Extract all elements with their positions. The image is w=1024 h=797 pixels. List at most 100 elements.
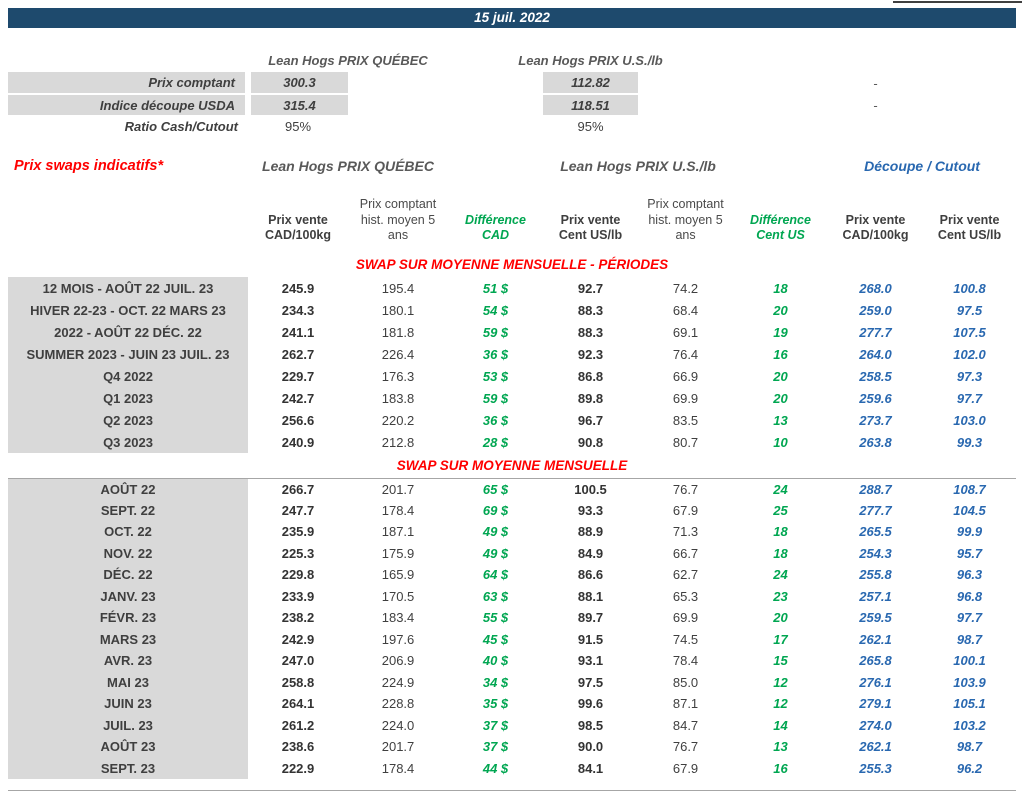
swap-row: JUIN 23 264.1 228.8 35 $ 99.6 87.1 12 279.1 105.… bbox=[8, 693, 1016, 715]
cell-us-hist: 65.3 bbox=[672, 588, 699, 604]
cell-cad: 242.9 bbox=[281, 631, 315, 647]
cell-diff-us: 18 bbox=[773, 524, 788, 540]
cell-label: 12 MOIS - AOÛT 22 JUIL. 23 bbox=[8, 277, 248, 299]
cell-us: 90.0 bbox=[577, 739, 604, 755]
cell-diff-us: 20 bbox=[773, 610, 788, 626]
swap-row: AOÛT 22 266.7 201.7 65 $100.5 76.7 24 288.7 108… bbox=[8, 477, 1017, 500]
swap-row: OCT. 22 235.9 187.1 49 $ 88.9 71.3 18 265.5 99.9 bbox=[8, 521, 1016, 543]
cell-diff-cad: 51 $ bbox=[482, 280, 509, 296]
swap-table-body: SWAP SUR MOYENNE MENSUELLE - PÉRIODES 12 … bbox=[8, 252, 1017, 779]
cell-diff-us: 12 bbox=[773, 674, 788, 690]
cell-cutout-cad: 255.8 bbox=[859, 567, 892, 583]
cell-diff-cad: 45 $ bbox=[482, 631, 509, 647]
cell-us: 86.6 bbox=[577, 567, 604, 583]
cell-cutout-us: 100.8 bbox=[953, 280, 986, 296]
cell-label: Q3 2023 bbox=[8, 431, 248, 453]
col-header-cutout-us: Prix vente Cent US/lb bbox=[937, 212, 1002, 243]
column-header-row: Prix vente CAD/100kg Prix comptant hist.… bbox=[8, 182, 1016, 252]
cell-us: 98.5 bbox=[577, 717, 604, 733]
cell-diff-us: 24 bbox=[733, 477, 829, 500]
cell-diff-us: 24 bbox=[773, 567, 788, 583]
cell-cutout-us: 107.5 bbox=[953, 324, 986, 340]
cell-cad-hist: 201.7 bbox=[348, 477, 449, 500]
spot-group-header-row: Lean Hogs PRIX QUÉBEC Lean Hogs PRIX U.S… bbox=[8, 48, 1016, 72]
swap-row: SEPT. 23 222.9 178.4 44 $ 84.1 67.9 16 255.3 96.… bbox=[8, 757, 1016, 779]
cell-us: 89.7 bbox=[577, 610, 604, 626]
col-header-difference-us: Différence Cent US bbox=[750, 212, 811, 243]
cell-label: OCT. 22 bbox=[8, 521, 248, 543]
cell-cad-hist: 175.9 bbox=[381, 545, 415, 561]
cell-cutout-us: 99.9 bbox=[956, 524, 983, 540]
cell-diff-cad: 44 $ bbox=[482, 760, 509, 776]
cell-us: 97.5 bbox=[577, 674, 604, 690]
cell-cad-hist: 170.5 bbox=[381, 588, 415, 604]
cell-us: 92.7 bbox=[577, 280, 604, 296]
spot-extra-dash: - bbox=[873, 75, 878, 91]
cell-cad-hist: 212.8 bbox=[381, 434, 415, 450]
cell-diff-us: 13 bbox=[773, 739, 788, 755]
cell-us: 84.1 bbox=[577, 760, 604, 776]
cell-cad: 234.3 bbox=[281, 302, 315, 318]
cell-us-hist: 80.7 bbox=[672, 434, 699, 450]
cell-cutout-cad: 254.3 bbox=[859, 545, 892, 561]
cell-cad-hist: 181.8 bbox=[381, 324, 415, 340]
swap-row: AVR. 23 247.0 206.9 40 $ 93.1 78.4 15 265.8 100.… bbox=[8, 650, 1016, 672]
cell-cutout-us: 98.7 bbox=[956, 631, 983, 647]
cell-cutout-us: 97.7 bbox=[956, 390, 983, 406]
cell-diff-us: 12 bbox=[773, 696, 788, 712]
swap-row: AOÛT 23 238.6 201.7 37 $ 90.0 76.7 13 262.1 98.7 bbox=[8, 736, 1016, 758]
cell-us: 88.3 bbox=[577, 302, 604, 318]
spot-us-value: 118.51 bbox=[543, 94, 639, 117]
cell-label: MAI 23 bbox=[8, 671, 248, 693]
section-title-row: SWAP SUR MOYENNE MENSUELLE bbox=[8, 453, 1016, 478]
cell-cutout-cad: 277.7 bbox=[859, 324, 892, 340]
cell-label: NOV. 22 bbox=[8, 542, 248, 564]
cell-us: 86.8 bbox=[577, 368, 604, 384]
cell-diff-us: 15 bbox=[773, 653, 788, 669]
cell-us-hist: 67.9 bbox=[672, 502, 699, 518]
cell-cutout-us: 97.5 bbox=[956, 302, 983, 318]
swap-row: JANV. 23 233.9 170.5 63 $ 88.1 65.3 23 257.1 96.… bbox=[8, 585, 1016, 607]
cell-us-hist: 85.0 bbox=[672, 674, 699, 690]
cell-diff-us: 20 bbox=[773, 302, 788, 318]
swap-row: Q2 2023 256.6 220.2 36 $ 96.7 83.5 13 273.7 103.… bbox=[8, 409, 1016, 431]
cell-us: 96.7 bbox=[577, 412, 604, 428]
cell-cutout-cad: 258.5 bbox=[859, 368, 892, 384]
cell-label: SEPT. 22 bbox=[8, 499, 248, 521]
cell-diff-cad: 28 $ bbox=[482, 434, 509, 450]
cell-cutout-us: 96.8 bbox=[956, 588, 983, 604]
cell-label: SEPT. 23 bbox=[8, 757, 248, 779]
spot-row-prix-comptant: Prix comptant 300.3 112.82 - bbox=[8, 72, 1016, 95]
cell-cad: 233.9 bbox=[281, 588, 315, 604]
cell-cad-hist: 180.1 bbox=[381, 302, 415, 318]
cell-us-hist: 87.1 bbox=[672, 696, 699, 712]
cell-label: JANV. 23 bbox=[8, 585, 248, 607]
cell-cutout-cad: 279.1 bbox=[859, 696, 892, 712]
cell-cad-hist: 197.6 bbox=[381, 631, 415, 647]
cell-us-hist: 83.5 bbox=[672, 412, 699, 428]
cell-us-hist: 76.4 bbox=[672, 346, 699, 362]
cell-us-hist: 74.5 bbox=[672, 631, 699, 647]
cell-cad-hist: 228.8 bbox=[381, 696, 415, 712]
cell-label: AOÛT 22 bbox=[8, 477, 248, 500]
cell-us-hist: 62.7 bbox=[672, 567, 699, 583]
swap-row: MARS 23 242.9 197.6 45 $ 91.5 74.5 17 262.1 98.7 bbox=[8, 628, 1016, 650]
cell-diff-cad: 65 $ bbox=[448, 477, 544, 500]
cell-diff-cad: 40 $ bbox=[482, 653, 509, 669]
cell-cutout-us: 98.7 bbox=[956, 739, 983, 755]
cell-label: Q2 2023 bbox=[8, 409, 248, 431]
cell-cad-hist: 195.4 bbox=[381, 280, 415, 296]
cell-diff-cad: 49 $ bbox=[482, 545, 509, 561]
bottom-rule bbox=[8, 790, 1016, 791]
cell-diff-us: 18 bbox=[773, 280, 788, 296]
cell-us-hist: 69.1 bbox=[672, 324, 699, 340]
cell-diff-us: 18 bbox=[773, 545, 788, 561]
swap-row: 2022 - AOÛT 22 DÉC. 22 241.1 181.8 59 $ 88.3… bbox=[8, 321, 1016, 343]
cell-cad: 222.9 bbox=[281, 760, 315, 776]
cell-cutout-cad: 259.6 bbox=[859, 390, 892, 406]
cell-cutout-cad: 276.1 bbox=[859, 674, 892, 690]
spot-quebec-value: 300.3 bbox=[248, 72, 348, 95]
cell-us: 93.1 bbox=[577, 653, 604, 669]
cell-cad-hist: 187.1 bbox=[381, 524, 415, 540]
